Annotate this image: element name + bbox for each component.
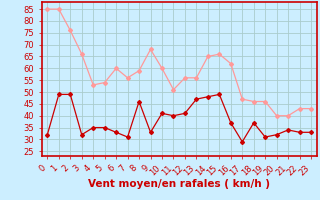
X-axis label: Vent moyen/en rafales ( km/h ): Vent moyen/en rafales ( km/h ) [88,179,270,189]
